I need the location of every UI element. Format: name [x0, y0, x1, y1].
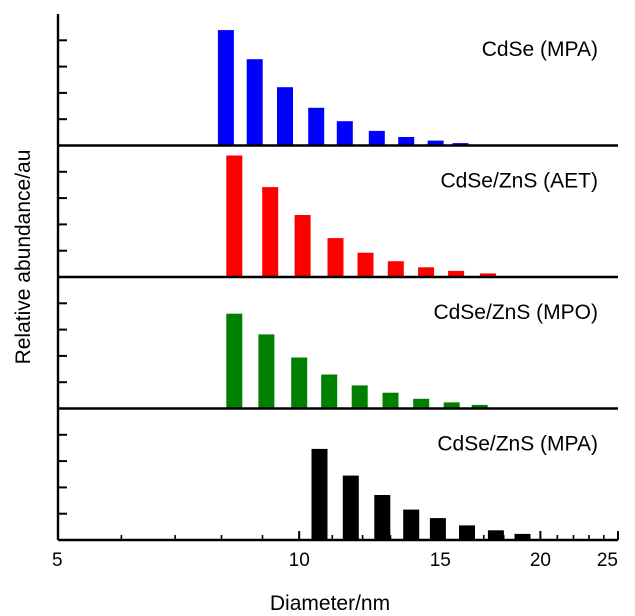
- bar: [308, 107, 325, 146]
- bar: [471, 404, 488, 409]
- frame-layer: [56, 14, 618, 542]
- x-tick-label: 10: [289, 550, 310, 571]
- bar: [226, 313, 243, 409]
- bar: [413, 398, 430, 409]
- bar: [294, 215, 311, 277]
- bar: [443, 402, 460, 409]
- bar: [374, 495, 391, 540]
- x-tick-label: 25: [597, 550, 618, 571]
- bar: [321, 374, 338, 409]
- bar: [258, 334, 275, 409]
- x-tick-label: 15: [430, 550, 451, 571]
- bar: [487, 530, 504, 540]
- bar: [418, 267, 435, 277]
- bar: [351, 385, 368, 409]
- bar: [403, 509, 420, 540]
- bar: [429, 518, 446, 540]
- panels-layer: CdSe (MPA) CdSe/ZnS (AET) CdSe/ZnS (MPO) Cd…: [217, 30, 598, 540]
- bar: [427, 140, 444, 146]
- x-tick-label: 20: [530, 550, 551, 571]
- bar: [342, 475, 359, 540]
- bar: [246, 59, 263, 146]
- bar: [291, 357, 308, 409]
- bar: [311, 448, 328, 540]
- bar: [217, 30, 234, 146]
- bar: [357, 252, 374, 277]
- bar: [262, 187, 279, 277]
- panel-label: CdSe/ZnS (MPA): [437, 433, 598, 456]
- bar: [479, 273, 496, 277]
- bar: [226, 155, 243, 277]
- bar: [459, 525, 475, 540]
- x-axis-title: Diameter/nm: [270, 592, 390, 615]
- bar: [387, 261, 404, 277]
- panel-1: CdSe (MPA): [217, 30, 598, 146]
- bar: [336, 121, 353, 146]
- bar: [327, 238, 344, 277]
- y-axis-title: Relative abundance/au: [12, 150, 35, 365]
- bar: [398, 137, 415, 146]
- panel-2: CdSe/ZnS (AET): [226, 155, 598, 277]
- x-tick-label: 5: [52, 550, 63, 571]
- panel-label: CdSe/ZnS (AET): [440, 170, 598, 193]
- bar: [277, 87, 293, 146]
- bar: [368, 130, 385, 146]
- panel-label: CdSe (MPA): [482, 38, 598, 61]
- bar: [382, 392, 399, 409]
- bar: [448, 270, 465, 277]
- panel-4: CdSe/ZnS (MPA): [311, 433, 598, 540]
- panel-label: CdSe/ZnS (MPO): [433, 301, 598, 324]
- x-axis: 5 10 15 20 25: [52, 531, 619, 571]
- panel-3: CdSe/ZnS (MPO): [226, 301, 598, 409]
